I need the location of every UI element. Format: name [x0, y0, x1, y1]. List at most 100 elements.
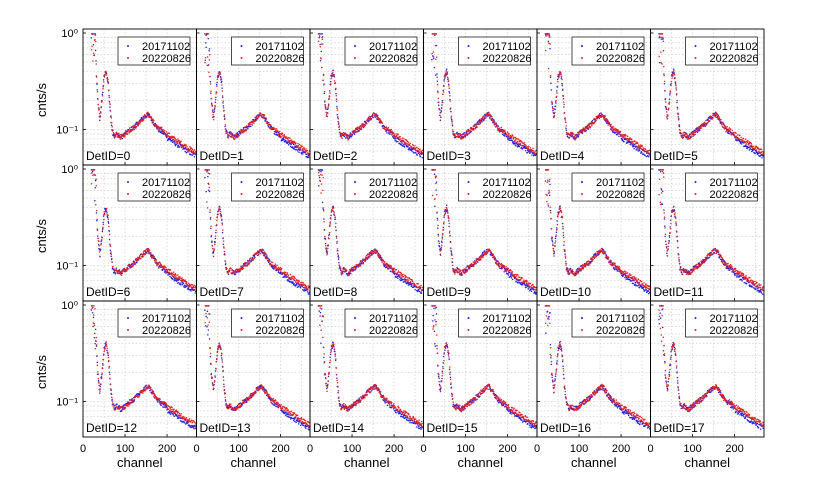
- data-point: [217, 76, 219, 78]
- data-point: [107, 216, 109, 219]
- data-point: [624, 136, 626, 138]
- data-point: [223, 250, 226, 253]
- data-point: [144, 114, 146, 116]
- data-point: [243, 130, 245, 133]
- series-20220826: [204, 33, 311, 155]
- data-point: [676, 99, 678, 102]
- data-point: [207, 37, 210, 40]
- data-point: [436, 80, 439, 83]
- data-point: [434, 34, 436, 37]
- data-point: [172, 139, 175, 141]
- data-point: [267, 125, 270, 128]
- data-point: [334, 88, 337, 91]
- data-point: [337, 120, 339, 123]
- data-point: [215, 91, 218, 94]
- data-point: [190, 290, 192, 292]
- data-point: [702, 125, 705, 127]
- data-point: [240, 132, 243, 134]
- data-point: [420, 286, 422, 289]
- data-point: [223, 247, 225, 249]
- data-point: [381, 261, 383, 263]
- data-point: [224, 260, 227, 262]
- data-point: [120, 274, 123, 276]
- data-point: [280, 267, 283, 270]
- data-point: [229, 135, 232, 138]
- data-point: [214, 98, 217, 101]
- data-point: [668, 101, 671, 103]
- data-point: [324, 100, 326, 102]
- data-point: [503, 271, 505, 273]
- data-point: [557, 77, 560, 79]
- data-point: [327, 107, 329, 109]
- data-point: [221, 231, 224, 234]
- data-point: [750, 142, 752, 145]
- data-point: [222, 96, 224, 99]
- data-point: [513, 136, 515, 139]
- data-point: [715, 116, 717, 118]
- data-point: [320, 57, 322, 60]
- legend-label: 20171102: [142, 41, 190, 53]
- data-point: [420, 292, 423, 294]
- data-point: [238, 134, 240, 137]
- data-point: [548, 35, 551, 37]
- detid-label: DetID=5: [654, 149, 699, 163]
- data-point: [527, 147, 530, 150]
- data-point: [95, 212, 98, 214]
- data-point: [373, 249, 376, 252]
- data-point: [686, 133, 688, 136]
- data-point: [504, 129, 506, 132]
- data-point: [150, 118, 153, 120]
- data-point: [248, 263, 250, 266]
- data-point: [191, 284, 194, 286]
- data-point: [440, 116, 442, 119]
- data-point: [510, 136, 513, 139]
- data-point: [230, 133, 233, 136]
- data-point: [549, 36, 551, 39]
- data-point: [95, 178, 97, 181]
- data-point: [300, 285, 303, 287]
- data-point: [328, 95, 331, 98]
- data-point: [600, 116, 602, 118]
- data-point: [563, 103, 565, 106]
- data-point: [561, 78, 563, 81]
- data-point: [403, 278, 406, 281]
- data-point: [283, 275, 286, 277]
- data-point: [288, 140, 291, 143]
- data-point: [449, 107, 452, 109]
- data-point: [578, 133, 580, 135]
- data-point: [210, 92, 212, 94]
- legend-label: 20171102: [256, 41, 304, 53]
- data-point: [441, 107, 443, 110]
- data-point: [92, 60, 94, 62]
- data-point: [346, 269, 348, 272]
- data-point: [187, 282, 190, 284]
- data-point: [660, 36, 662, 39]
- data-point: [437, 90, 439, 92]
- data-point: [666, 116, 668, 118]
- data-point: [321, 169, 324, 171]
- data-point: [752, 145, 755, 148]
- data-point: [399, 138, 402, 140]
- data-point: [707, 121, 709, 124]
- legend-marker: [240, 45, 243, 47]
- data-point: [211, 247, 214, 250]
- data-point: [348, 274, 351, 276]
- data-point: [396, 134, 398, 137]
- data-point: [138, 255, 141, 258]
- data-point: [401, 276, 404, 278]
- data-point: [99, 119, 101, 122]
- data-point: [333, 210, 335, 213]
- data-point: [118, 270, 121, 273]
- data-point: [210, 227, 212, 230]
- data-point: [185, 144, 187, 146]
- data-point: [563, 111, 566, 114]
- data-point: [400, 272, 403, 275]
- data-point: [101, 230, 104, 233]
- data-point: [303, 286, 306, 289]
- legend-label: 20171102: [596, 41, 644, 53]
- data-point: [619, 130, 622, 133]
- data-point: [480, 118, 483, 120]
- data-point: [693, 134, 696, 136]
- data-point: [224, 128, 227, 131]
